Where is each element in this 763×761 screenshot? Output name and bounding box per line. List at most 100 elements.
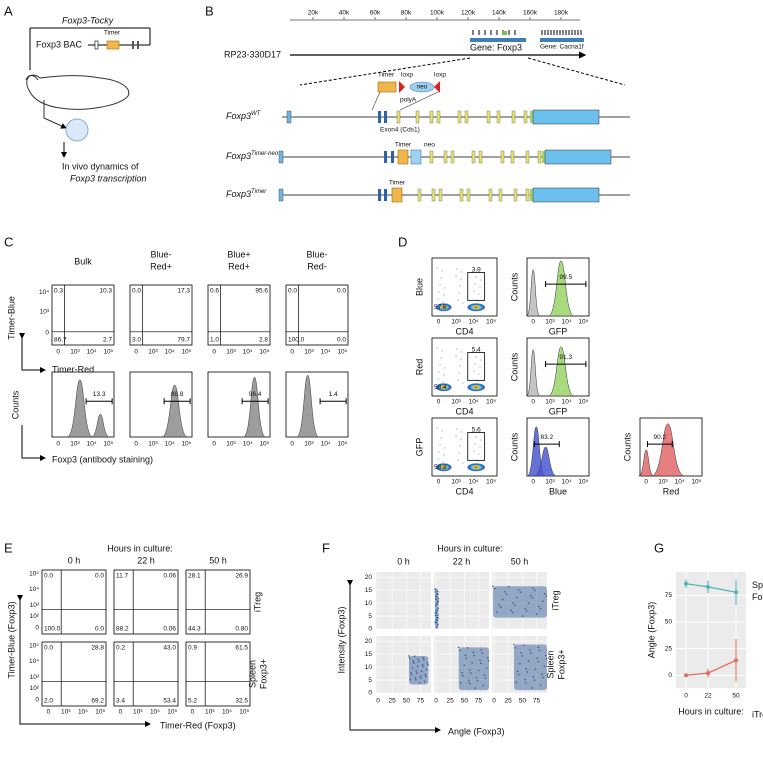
- x-tick-label: 0: [290, 441, 294, 448]
- dot: [473, 654, 475, 657]
- dot: [536, 657, 538, 660]
- x-tick-label: 0: [437, 399, 441, 406]
- dot: [436, 347, 438, 349]
- y-tick-label: 10⁵: [29, 571, 39, 578]
- dot: [420, 670, 423, 673]
- exon: [378, 189, 381, 201]
- x-tick-label: 0: [191, 709, 195, 716]
- dot: [474, 687, 477, 689]
- dot: [474, 283, 476, 285]
- allele-base: Foxp3: [226, 189, 251, 199]
- dot: [459, 365, 461, 367]
- x-axis-label: Timer-Red: [52, 364, 94, 374]
- allele-label: Foxp3Timer-neo: [226, 151, 279, 162]
- x-tick-label: 10³: [658, 479, 668, 486]
- dot: [412, 660, 415, 662]
- dot: [436, 593, 439, 596]
- exon: [511, 110, 516, 124]
- loxp-label: loxp: [434, 72, 446, 79]
- exon: [530, 189, 533, 201]
- point: [684, 673, 688, 678]
- scale-tick-label: 120k: [461, 10, 476, 17]
- panel-bg: [376, 572, 431, 629]
- exon: [443, 150, 448, 164]
- dot: [465, 657, 468, 659]
- exon: [532, 187, 600, 203]
- dot: [478, 453, 480, 455]
- dot: [476, 269, 478, 271]
- exon: [396, 110, 401, 124]
- x-tick-label: 10³: [304, 441, 314, 448]
- dot: [475, 676, 478, 679]
- dot: [437, 600, 440, 603]
- dot: [477, 460, 479, 462]
- x-tick-label: 50: [732, 693, 740, 700]
- x-axis-label: Blue: [549, 486, 567, 496]
- x-tick-label: 10³: [451, 479, 461, 486]
- x-tick-label: 10³: [545, 479, 555, 486]
- dot: [507, 585, 510, 588]
- scale-tick-label: 180k: [554, 10, 569, 17]
- dot: [475, 356, 477, 358]
- dot: [505, 593, 508, 595]
- dot: [518, 589, 520, 591]
- quadrant-value: 5.2: [188, 698, 197, 705]
- histogram: [161, 384, 188, 438]
- x-axis-label: GFP: [549, 406, 568, 416]
- dot: [423, 680, 426, 683]
- timer-label: Timer: [378, 72, 395, 79]
- exon: [496, 110, 501, 124]
- loxp: [434, 81, 440, 93]
- dot: [415, 679, 417, 681]
- x-tick-label: 0: [437, 319, 441, 326]
- time-label: 50 h: [209, 555, 227, 565]
- dot: [462, 674, 464, 677]
- x-tick-label: 0: [531, 319, 535, 326]
- exon: [471, 150, 476, 164]
- dot: [483, 674, 486, 676]
- histogram: [651, 423, 685, 477]
- y-tick-label: 10⁴: [29, 658, 39, 665]
- dot: [522, 644, 525, 646]
- quadrant-value: 3.0: [132, 337, 141, 344]
- line: [299, 57, 471, 86]
- panel-label: B: [205, 3, 214, 18]
- dot: [456, 348, 458, 350]
- dot: [475, 436, 477, 438]
- axis-arrow: [17, 595, 151, 727]
- dot: [435, 598, 437, 600]
- dot: [480, 662, 482, 665]
- dot: [460, 278, 462, 280]
- dot: [543, 665, 546, 668]
- exon: [438, 188, 443, 202]
- quadrant-value: 100.0: [44, 626, 61, 633]
- dot: [519, 591, 522, 594]
- panel-label: C: [4, 234, 13, 249]
- column-title: Bulk: [74, 256, 92, 266]
- x-tick-label: 10⁴: [243, 349, 253, 356]
- scatter-cloud: [514, 644, 547, 691]
- y-tick-label: 0: [368, 690, 372, 697]
- dot: [535, 613, 538, 615]
- y-tick-label: 10: [365, 600, 373, 607]
- dot: [427, 663, 429, 666]
- time-label: 0 h: [397, 556, 410, 566]
- x-tick-label: 0: [684, 693, 688, 700]
- x-tick-label: 0: [531, 399, 535, 406]
- axis-arrow: [347, 580, 441, 733]
- gene-mark: [502, 31, 507, 35]
- density: [467, 463, 486, 472]
- dot: [479, 659, 481, 662]
- series-label: Foxp3+: [752, 592, 763, 602]
- panel-label: D: [398, 234, 407, 249]
- dot: [541, 600, 544, 603]
- dot: [537, 660, 539, 663]
- dot: [534, 668, 537, 670]
- gate-value: 3.9: [472, 266, 481, 273]
- exon: [525, 150, 530, 164]
- dot: [435, 595, 438, 598]
- x-tick-label: 10³: [226, 441, 236, 448]
- x-tick-label: 10⁴: [469, 399, 479, 406]
- quadrant-value: 79.7: [177, 337, 190, 344]
- gate: [467, 432, 486, 461]
